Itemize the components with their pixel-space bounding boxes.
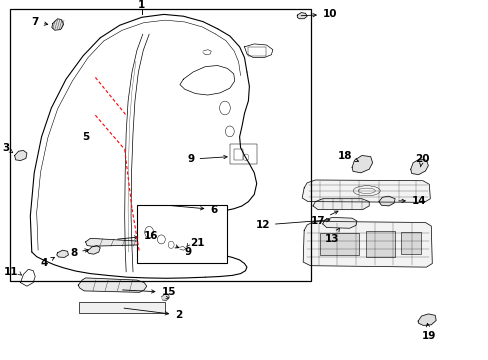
Text: 12: 12	[255, 219, 329, 230]
Text: 20: 20	[414, 154, 428, 167]
Text: 6: 6	[169, 204, 217, 215]
Text: 16: 16	[118, 231, 159, 241]
Bar	[10, 9, 310, 281]
Polygon shape	[87, 246, 100, 254]
Text: 8: 8	[70, 248, 88, 258]
Polygon shape	[57, 250, 68, 257]
Polygon shape	[410, 159, 427, 175]
Text: 9: 9	[175, 245, 192, 257]
Polygon shape	[297, 13, 306, 19]
Polygon shape	[378, 196, 394, 206]
Bar	[79, 302, 164, 313]
Bar	[229, 144, 256, 164]
Polygon shape	[302, 180, 429, 202]
Bar	[233, 149, 242, 160]
Text: 5: 5	[82, 132, 89, 142]
Text: 3: 3	[2, 143, 9, 153]
Text: 21: 21	[189, 238, 204, 248]
Bar	[137, 205, 227, 263]
Text: 4: 4	[41, 257, 54, 268]
Text: 1: 1	[138, 0, 145, 10]
Polygon shape	[78, 278, 146, 292]
Text: 11: 11	[3, 267, 18, 277]
Text: 18: 18	[337, 150, 358, 162]
Polygon shape	[322, 217, 356, 228]
Bar	[320, 233, 359, 255]
Polygon shape	[312, 199, 368, 210]
Bar	[400, 232, 420, 254]
Polygon shape	[180, 246, 189, 255]
Polygon shape	[85, 238, 142, 246]
Text: 13: 13	[325, 228, 339, 244]
Text: 9: 9	[187, 154, 226, 164]
Text: 17: 17	[310, 211, 337, 226]
Bar	[248, 47, 265, 56]
Polygon shape	[351, 156, 372, 173]
Polygon shape	[161, 294, 169, 301]
Polygon shape	[417, 314, 435, 325]
Text: 7: 7	[32, 17, 48, 27]
Text: 10: 10	[301, 9, 337, 19]
Text: 19: 19	[421, 323, 436, 341]
Polygon shape	[52, 19, 63, 30]
Bar	[365, 231, 394, 257]
Polygon shape	[15, 150, 27, 161]
Text: 2: 2	[124, 308, 182, 320]
Text: 14: 14	[398, 196, 426, 206]
Polygon shape	[303, 221, 431, 267]
Text: 15: 15	[122, 287, 176, 297]
